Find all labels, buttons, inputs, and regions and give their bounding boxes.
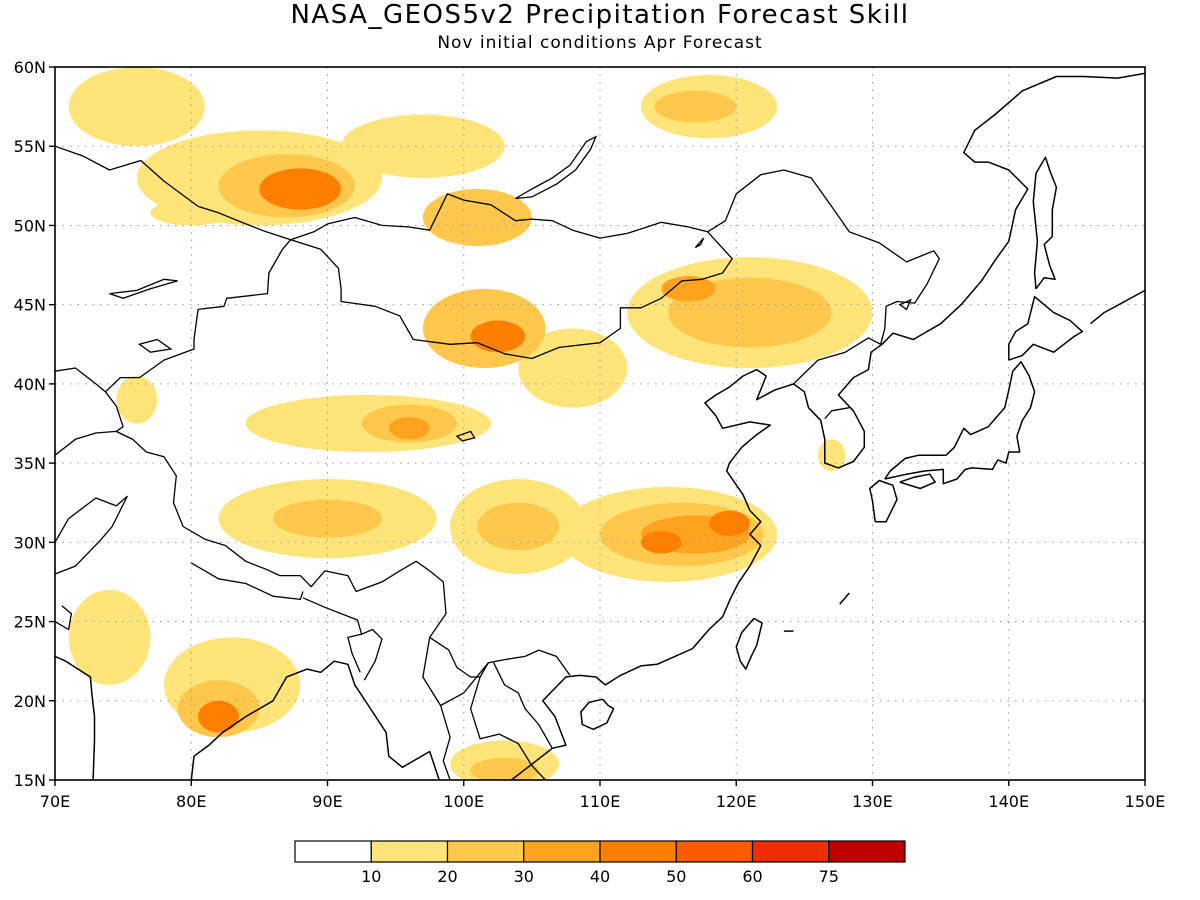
colorbar-swatch [828,840,906,863]
coastline [1032,156,1058,290]
longitude-axis: 70E 80E 90E 100E 110E 120E 130E 140E 150E [40,780,1166,811]
country-border [55,430,133,456]
country-border [469,676,546,780]
y-tick-label: 50N [14,216,46,235]
coastline [735,617,763,670]
colorbar-swatch [446,840,525,863]
skill-region [198,700,239,733]
lake-outline [138,338,173,353]
x-tick-label: 110E [580,792,621,811]
colorbar-swatch [751,840,830,863]
y-tick-label: 40N [14,375,46,394]
country-border [55,605,73,631]
colorbar-swatch [599,840,677,863]
skill-region [116,375,158,424]
country-border [55,145,940,345]
country-border [55,495,128,575]
coastline [899,473,936,490]
lake-outline [109,278,178,299]
coastline [55,655,96,780]
x-tick-label: 70E [40,792,70,811]
coastline [190,660,440,780]
country-border [190,562,304,601]
colorbar-label: 40 [590,867,610,886]
country-border [439,705,451,780]
y-tick-label: 20N [14,692,46,711]
skill-region [477,502,560,551]
y-tick-label: 15N [14,771,46,790]
skill-region [273,499,382,538]
skill-region [654,90,737,123]
x-tick-label: 100E [443,792,484,811]
y-tick-label: 60N [14,58,46,77]
coastline [1008,295,1084,361]
y-tick-label: 30N [14,533,46,552]
lake-outline [515,135,598,200]
colorbar-label: 75 [819,867,839,886]
y-tick-label: 35N [14,454,46,473]
skill-region [422,189,532,247]
y-tick-label: 45N [14,296,46,315]
skill-region [259,168,342,210]
country-border [793,337,882,385]
x-tick-label: 140E [988,792,1029,811]
skill-region [709,510,750,536]
coastline [839,592,850,605]
skill-region [68,589,151,685]
colorbar-label: 30 [514,867,534,886]
y-tick-label: 25N [14,613,46,632]
coastline [869,479,898,523]
x-tick-label: 130E [852,792,893,811]
colorbar: 10 20 30 40 50 60 75 [294,840,906,886]
x-tick-label: 90E [312,792,342,811]
country-border [824,407,850,420]
skill-region [388,417,430,440]
coastline [510,72,1145,780]
skill-region [150,200,233,226]
skill-region [68,67,205,147]
country-border [361,628,383,681]
colorbar-label: 10 [361,867,381,886]
skill-region [518,328,628,408]
country-border [493,662,553,749]
coastline [1090,289,1145,325]
country-border [104,239,292,393]
colorbar-swatch [523,840,601,863]
coastline [884,360,1036,485]
x-tick-label: 150E [1125,792,1166,811]
coastlines-and-borders [55,72,1145,780]
skill-region [470,757,539,780]
colorbar-label: 60 [742,867,762,886]
skill-region [661,276,716,302]
x-tick-label: 80E [176,792,206,811]
lake-outline [455,430,476,442]
gridlines [55,67,1145,780]
country-border [55,367,106,393]
skill-region [470,320,526,353]
coastline [580,698,615,731]
lake-outline [694,237,705,249]
colorbar-label: 50 [666,867,686,886]
country-border [290,231,733,360]
colorbar-swatch [294,840,372,863]
colorbar-swatch [675,840,754,863]
y-tick-label: 55N [14,137,46,156]
colorbar-label: 20 [437,867,457,886]
x-tick-label: 120E [716,792,757,811]
latitude-axis: 60N 55N 50N 45N 40N 35N 30N 25N 20N 15N [14,58,55,790]
colorbar-swatch [370,840,449,863]
map-subtitle: Nov initial conditions Apr Forecast [437,33,763,53]
map-title: NASA_GEOS5v2 Precipitation Forecast Skil… [290,0,910,30]
skill-region [640,531,682,554]
lake-outline [898,298,912,311]
